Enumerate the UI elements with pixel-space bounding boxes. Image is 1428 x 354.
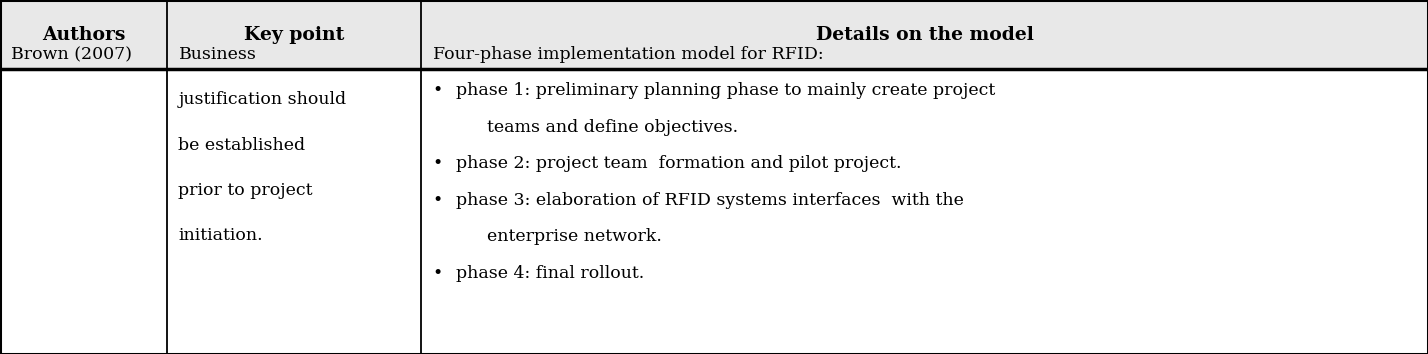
Text: Key point: Key point [244,25,344,44]
Bar [0,0,167,69]
Text: phase 1: preliminary planning phase to mainly create project: phase 1: preliminary planning phase to m… [456,82,995,99]
Text: Brown (2007): Brown (2007) [11,46,133,63]
Bar [167,0,421,69]
Text: Four-phase implementation model for RFID:: Four-phase implementation model for RFID… [433,46,824,63]
Text: phase 2: project team  formation and pilot project.: phase 2: project team formation and pilo… [456,155,901,172]
Text: phase 4: final rollout.: phase 4: final rollout. [456,265,644,282]
Text: phase 3: elaboration of RFID systems interfaces  with the: phase 3: elaboration of RFID systems int… [456,192,964,209]
Text: initiation.: initiation. [178,227,263,244]
Text: justification should: justification should [178,91,347,108]
Text: •: • [433,192,443,209]
Text: Business: Business [178,46,257,63]
Bar [421,0,1428,69]
Text: •: • [433,155,443,172]
Text: be established: be established [178,137,306,154]
Text: Authors: Authors [41,25,126,44]
Text: enterprise network.: enterprise network. [487,228,661,245]
Text: •: • [433,82,443,99]
Text: Details on the model: Details on the model [815,25,1034,44]
Text: prior to project: prior to project [178,182,313,199]
Text: teams and define objectives.: teams and define objectives. [487,119,738,136]
Text: •: • [433,265,443,282]
